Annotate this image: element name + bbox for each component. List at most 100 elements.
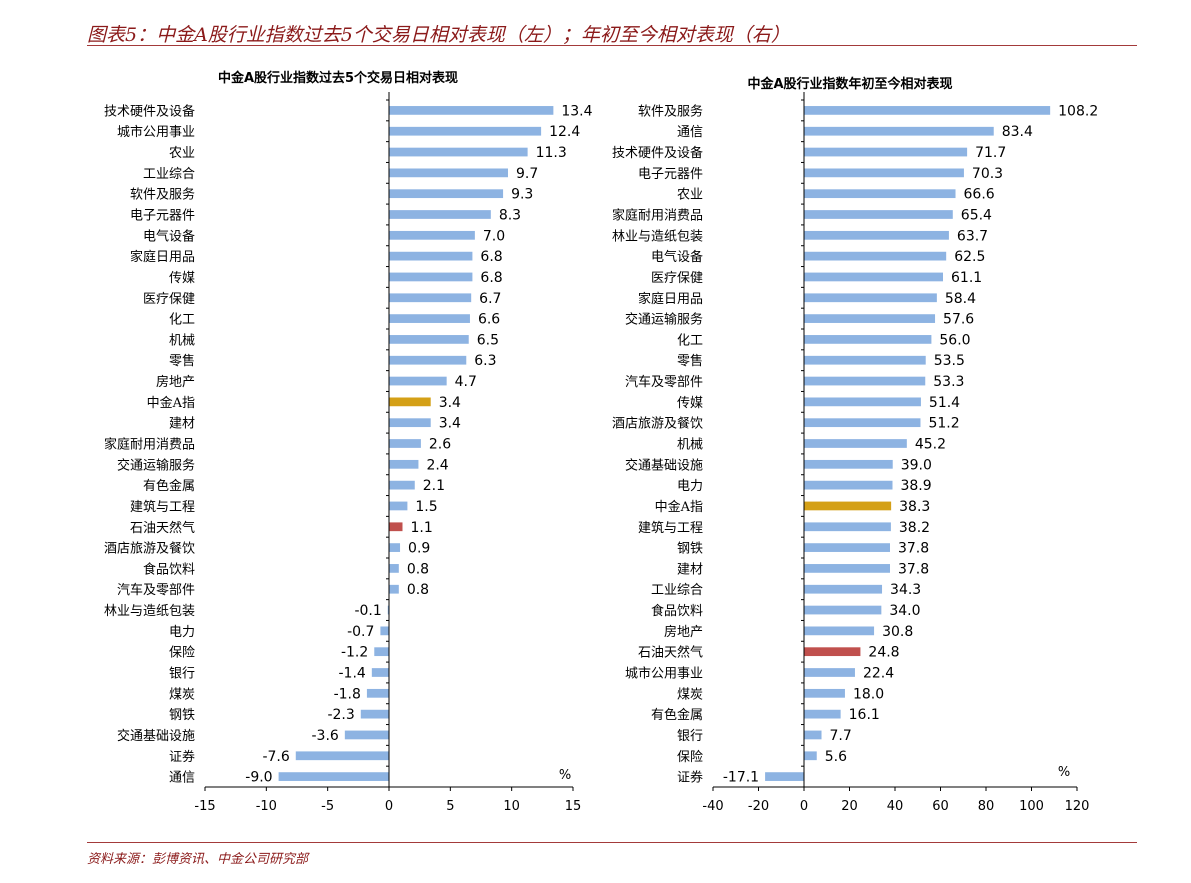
- left-category-label: 家庭耐用消费品: [104, 437, 195, 453]
- right-chart-title: 中金A股行业指数年初至今相对表现: [747, 76, 952, 92]
- right-value-label: 16.1: [849, 707, 880, 723]
- left-value-label: 1.5: [415, 499, 437, 515]
- right-category-label: 中金A指: [655, 499, 703, 515]
- right-value-label: 65.4: [961, 208, 992, 224]
- left-category-label: 医疗保健: [143, 292, 195, 307]
- right-bar: [804, 709, 841, 719]
- right-bar: [804, 418, 921, 428]
- title-rule: [87, 45, 1137, 46]
- left-bar: [389, 376, 447, 386]
- right-category-label: 房地产: [664, 624, 703, 640]
- right-value-label: 18.0: [853, 686, 884, 702]
- left-x-tick-label: 15: [565, 799, 582, 814]
- left-value-label: -1.2: [341, 645, 368, 661]
- left-category-label: 城市公用事业: [117, 124, 195, 140]
- right-value-label: 53.3: [933, 374, 964, 390]
- right-value-label: 61.1: [951, 270, 982, 286]
- right-value-label: 24.8: [868, 645, 899, 661]
- left-value-label: -1.4: [338, 666, 365, 682]
- left-x-tick-label: -5: [321, 799, 334, 814]
- left-value-label: 6.8: [480, 270, 502, 286]
- left-value-label: -0.1: [354, 603, 381, 619]
- right-value-label: 38.2: [899, 520, 930, 536]
- right-value-label: 34.0: [889, 603, 920, 619]
- left-bar: [389, 418, 431, 428]
- right-category-label: 交通基础设施: [625, 457, 703, 473]
- right-category-label: 零售: [677, 353, 703, 369]
- left-category-label: 汽车及零部件: [117, 582, 195, 598]
- left-value-label: 0.8: [407, 561, 429, 577]
- left-category-label: 软件及服务: [130, 187, 195, 203]
- left-bar: [380, 626, 389, 636]
- right-bar: [804, 501, 892, 511]
- right-bar: [804, 522, 891, 532]
- right-value-label: 56.0: [939, 332, 970, 348]
- left-bar: [344, 730, 389, 740]
- left-bar: [389, 210, 491, 219]
- right-bar: [804, 730, 822, 740]
- left-bar: [295, 751, 389, 761]
- left-category-label: 房地产: [156, 374, 195, 390]
- right-x-tick-label: 60: [932, 799, 949, 814]
- right-value-label: 34.3: [890, 582, 921, 598]
- left-value-label: 3.4: [439, 416, 461, 432]
- left-category-label: 电力: [169, 625, 195, 640]
- left-value-label: 11.3: [536, 145, 567, 161]
- left-value-label: -9.0: [245, 770, 272, 786]
- source-rule: [87, 842, 1137, 843]
- left-value-label: 6.6: [478, 312, 500, 328]
- left-category-label: 家庭日用品: [130, 249, 195, 265]
- right-x-tick-label: 20: [841, 799, 858, 814]
- left-bar: [389, 564, 399, 573]
- left-value-label: 6.5: [477, 332, 499, 348]
- right-bar: [804, 584, 883, 594]
- right-value-label: 45.2: [915, 437, 946, 453]
- right-bar: [804, 376, 926, 386]
- left-bar: [389, 251, 473, 261]
- right-value-label: 51.4: [929, 395, 960, 411]
- right-category-label: 软件及服务: [638, 103, 703, 119]
- left-bar: [389, 168, 508, 178]
- left-value-label: 1.1: [410, 520, 432, 536]
- right-category-label: 建材: [677, 562, 703, 577]
- left-value-label: 13.4: [561, 103, 592, 119]
- right-bar: [804, 397, 921, 407]
- right-category-label: 有色金属: [651, 707, 703, 723]
- left-chart-title: 中金A股行业指数过去5个交易日相对表现: [218, 70, 458, 86]
- left-bar: [389, 189, 504, 199]
- left-x-tick-label: 10: [503, 799, 520, 814]
- right-category-label: 汽车及零部件: [625, 374, 703, 390]
- left-value-label: 12.4: [549, 124, 580, 140]
- right-category-label: 电子元器件: [638, 167, 703, 182]
- right-bar: [804, 459, 893, 469]
- left-bar: [389, 147, 528, 157]
- left-bar: [389, 335, 469, 344]
- left-x-tick-label: -10: [256, 799, 277, 814]
- right-bar: [804, 543, 890, 552]
- left-bar: [374, 647, 389, 657]
- right-category-label: 电力: [677, 479, 703, 494]
- right-value-label: 83.4: [1002, 124, 1033, 140]
- left-value-label: 7.0: [483, 228, 505, 244]
- left-value-label: 6.3: [474, 353, 496, 369]
- right-category-label: 电气设备: [651, 249, 703, 265]
- right-bar: [804, 751, 817, 761]
- left-bar: [389, 230, 475, 240]
- right-value-label: 5.6: [825, 749, 847, 765]
- right-value-label: -17.1: [723, 770, 759, 786]
- right-value-label: 39.0: [901, 457, 932, 473]
- right-bar: [804, 688, 845, 698]
- left-category-label: 农业: [169, 146, 195, 161]
- right-x-tick-label: 80: [978, 799, 995, 814]
- left-bar: [389, 480, 415, 490]
- left-bar: [389, 272, 473, 282]
- right-category-label: 证券: [677, 770, 703, 786]
- left-value-label: -1.8: [334, 686, 361, 702]
- right-unit-label: %: [1058, 765, 1070, 780]
- left-category-label: 零售: [169, 353, 195, 369]
- left-bar: [389, 522, 403, 532]
- right-category-label: 传媒: [677, 396, 703, 411]
- right-value-label: 30.8: [882, 624, 913, 640]
- right-x-tick-label: 100: [1019, 799, 1044, 814]
